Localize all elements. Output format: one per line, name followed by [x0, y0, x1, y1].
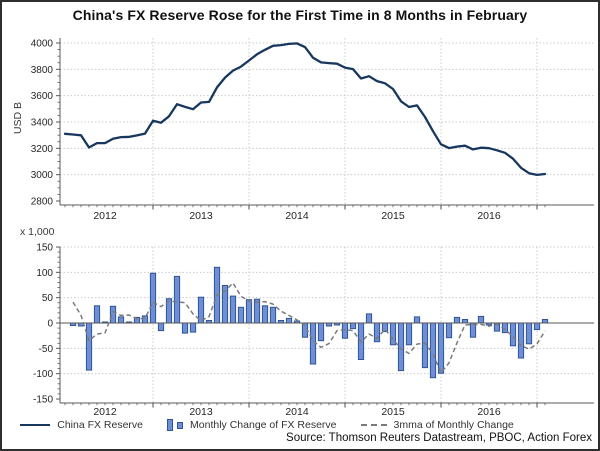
- dash-swatch-icon: [360, 424, 387, 426]
- svg-text:2013: 2013: [189, 210, 213, 222]
- svg-text:2015: 2015: [381, 406, 405, 418]
- svg-text:-100: -100: [33, 369, 53, 380]
- svg-text:3400: 3400: [31, 118, 54, 129]
- svg-text:2014: 2014: [285, 406, 309, 418]
- svg-text:0: 0: [47, 319, 53, 330]
- svg-text:3200: 3200: [31, 144, 54, 155]
- svg-text:2015: 2015: [381, 210, 405, 222]
- legend-item-monthly-change: Monthly Change of FX Reserve: [167, 419, 337, 431]
- svg-text:50: 50: [42, 293, 54, 304]
- source-attribution: Source: Thomson Reuters Datastream, PBOC…: [286, 432, 592, 444]
- svg-text:2800: 2800: [31, 197, 54, 208]
- svg-text:4000: 4000: [31, 39, 54, 50]
- legend-label: Monthly Change of FX Reserve: [190, 419, 337, 431]
- svg-text:-50: -50: [39, 344, 54, 355]
- legend-label: China FX Reserve: [57, 419, 144, 431]
- legend-item-fx-reserve: China FX Reserve: [20, 419, 143, 431]
- line-swatch-icon: [20, 424, 51, 426]
- svg-text:150: 150: [36, 243, 53, 254]
- svg-text:3600: 3600: [31, 91, 54, 102]
- bar-swatch-icon: [167, 419, 184, 431]
- unit-label: x 1,000: [20, 226, 55, 238]
- svg-text:3800: 3800: [31, 65, 54, 76]
- svg-text:-150: -150: [33, 395, 53, 406]
- svg-text:2014: 2014: [285, 210, 309, 222]
- monthly-change-bar-chart: -150 -100 -50 0 50 100 150 2012 2013 2014 2015 2016: [33, 243, 594, 418]
- fx-reserve-line-chart: 2800 3000 3200 3400 3600 3800 4000 2012 2013 2014…: [31, 38, 594, 222]
- svg-text:2016: 2016: [477, 210, 501, 222]
- svg-text:3000: 3000: [31, 170, 54, 181]
- svg-text:2012: 2012: [93, 210, 117, 222]
- svg-text:100: 100: [36, 268, 53, 279]
- legend: China FX Reserve Monthly Change of FX Re…: [2, 419, 598, 431]
- svg-text:2012: 2012: [93, 406, 117, 418]
- legend-label: 3mma of Monthly Change: [393, 419, 514, 431]
- chart-title: China's FX Reserve Rose for the First Ti…: [72, 7, 528, 23]
- svg-text:2016: 2016: [477, 406, 501, 418]
- svg-text:2013: 2013: [189, 406, 213, 418]
- legend-item-3mma: 3mma of Monthly Change: [360, 419, 514, 431]
